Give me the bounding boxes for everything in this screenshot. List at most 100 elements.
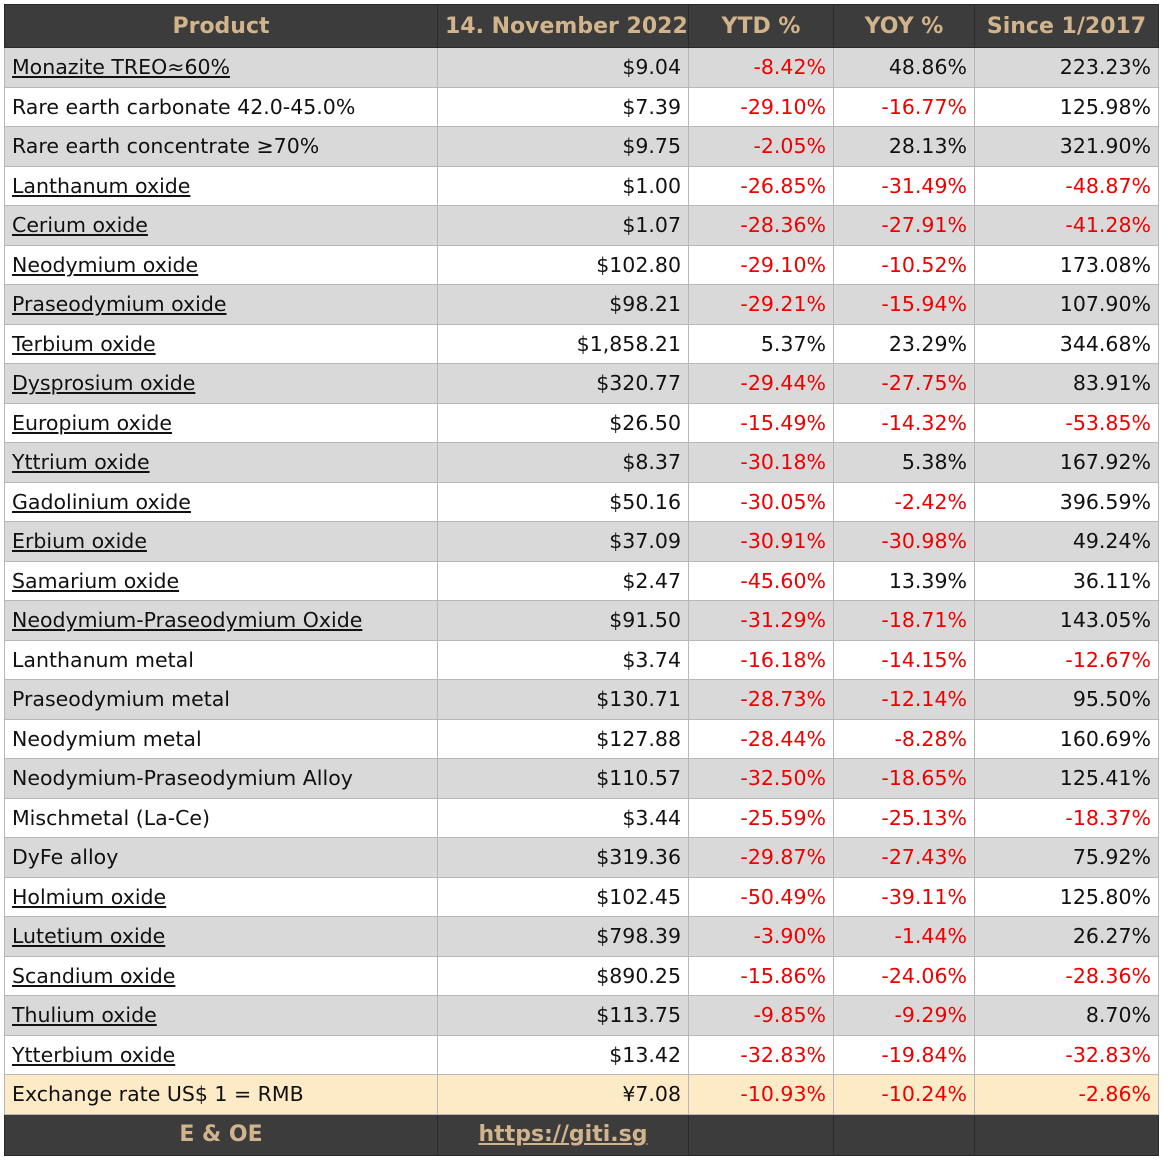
since-cell: -48.87% xyxy=(974,165,1159,206)
product-name-cell[interactable]: Monazite TREO≈60% xyxy=(4,47,438,88)
product-name-cell[interactable]: Yttrium oxide xyxy=(4,442,438,483)
price-cell: $91.50 xyxy=(437,600,689,641)
product-link[interactable]: Europium oxide xyxy=(12,410,173,435)
product-link[interactable]: Neodymium oxide xyxy=(12,252,199,277)
price-cell: $9.04 xyxy=(437,47,689,88)
yoy-cell: -14.15% xyxy=(833,639,975,680)
since-cell: -28.36% xyxy=(974,955,1159,996)
yoy-cell: -2.42% xyxy=(833,481,975,522)
product-link[interactable]: Praseodymium oxide xyxy=(12,292,227,317)
since-cell: -41.28% xyxy=(974,205,1159,246)
ytd-cell: -29.87% xyxy=(688,837,834,878)
table-row: Monazite TREO≈60% $9.04 -8.42% 48.86% 223.23… xyxy=(4,47,1159,88)
table-row: Lutetium oxide $798.39 -3.90% -1.44% 26.27% xyxy=(4,916,1159,957)
product-link[interactable]: Scandium oxide xyxy=(12,963,176,988)
yoy-cell: -10.24% xyxy=(833,1074,975,1115)
table-row: Samarium oxide $2.47 -45.60% 13.39% 36.11% xyxy=(4,560,1159,601)
table-row: Neodymium-Praseodymium Oxide $91.50 -31.29… xyxy=(4,600,1159,641)
price-cell: $7.39 xyxy=(437,86,689,127)
product-name-cell[interactable]: Neodymium-Praseodymium Oxide xyxy=(4,600,438,641)
product-name-cell[interactable]: Cerium oxide xyxy=(4,205,438,246)
product-link[interactable]: Lutetium oxide xyxy=(12,924,166,949)
yoy-cell: -27.91% xyxy=(833,205,975,246)
product-name-cell: Exchange rate US$ 1 = RMB xyxy=(4,1074,438,1115)
table-row: Mischmetal (La-Ce) $3.44 -25.59% -25.13% -18… xyxy=(4,797,1159,838)
price-cell: $102.80 xyxy=(437,244,689,285)
product-name-cell: Praseodymium metal xyxy=(4,679,438,720)
product-link[interactable]: Cerium oxide xyxy=(12,213,148,238)
product-link[interactable]: Neodymium-Praseodymium Oxide xyxy=(12,608,363,633)
ytd-cell: -30.18% xyxy=(688,442,834,483)
price-cell: $26.50 xyxy=(437,402,689,443)
since-cell: 167.92% xyxy=(974,442,1159,483)
yoy-cell: -8.28% xyxy=(833,718,975,759)
since-cell: 49.24% xyxy=(974,521,1159,562)
product-link[interactable]: Monazite TREO≈60% xyxy=(12,55,231,80)
price-cell: ¥7.08 xyxy=(437,1074,689,1115)
since-cell: 125.41% xyxy=(974,758,1159,799)
yoy-cell: -24.06% xyxy=(833,955,975,996)
product-name-cell[interactable]: Ytterbium oxide xyxy=(4,1034,438,1075)
price-cell: $320.77 xyxy=(437,363,689,404)
ytd-cell: -29.10% xyxy=(688,244,834,285)
product-name: Mischmetal (La-Ce) xyxy=(12,805,211,830)
product-link[interactable]: Ytterbium oxide xyxy=(12,1042,176,1067)
footer-link-cell[interactable]: https://giti.sg xyxy=(437,1113,689,1156)
header-product: Product xyxy=(4,4,438,48)
yoy-cell: -31.49% xyxy=(833,165,975,206)
table-row: Rare earth carbonate 42.0-45.0% $7.39 -29.… xyxy=(4,86,1159,127)
table-body: Monazite TREO≈60% $9.04 -8.42% 48.86% 223.23… xyxy=(4,47,1159,1115)
price-cell: $319.36 xyxy=(437,837,689,878)
product-link[interactable]: Yttrium oxide xyxy=(12,450,150,475)
product-name-cell[interactable]: Erbium oxide xyxy=(4,521,438,562)
price-cell: $8.37 xyxy=(437,442,689,483)
product-name-cell[interactable]: Terbium oxide xyxy=(4,323,438,364)
yoy-cell: -18.71% xyxy=(833,600,975,641)
since-cell: -53.85% xyxy=(974,402,1159,443)
yoy-cell: -14.32% xyxy=(833,402,975,443)
product-name-cell[interactable]: Samarium oxide xyxy=(4,560,438,601)
product-name-cell[interactable]: Neodymium oxide xyxy=(4,244,438,285)
price-cell: $110.57 xyxy=(437,758,689,799)
product-name-cell[interactable]: Lanthanum oxide xyxy=(4,165,438,206)
yoy-cell: -10.52% xyxy=(833,244,975,285)
since-cell: 125.80% xyxy=(974,876,1159,917)
yoy-cell: 5.38% xyxy=(833,442,975,483)
ytd-cell: -2.05% xyxy=(688,126,834,167)
product-link[interactable]: Holmium oxide xyxy=(12,884,167,909)
yoy-cell: -12.14% xyxy=(833,679,975,720)
product-link[interactable]: Erbium oxide xyxy=(12,529,147,554)
product-link[interactable]: Thulium oxide xyxy=(12,1003,157,1028)
product-name-cell[interactable]: Europium oxide xyxy=(4,402,438,443)
header-yoy: YOY % xyxy=(833,4,975,48)
product-link[interactable]: Gadolinium oxide xyxy=(12,489,191,514)
ytd-cell: -9.85% xyxy=(688,995,834,1036)
product-name-cell[interactable]: Scandium oxide xyxy=(4,955,438,996)
table-row: Neodymium metal $127.88 -28.44% -8.28% 160.6… xyxy=(4,718,1159,759)
product-name-cell[interactable]: Holmium oxide xyxy=(4,876,438,917)
product-name-cell[interactable]: Gadolinium oxide xyxy=(4,481,438,522)
price-cell: $798.39 xyxy=(437,916,689,957)
giti-link[interactable]: https://giti.sg xyxy=(478,1122,648,1147)
price-cell: $102.45 xyxy=(437,876,689,917)
product-name-cell[interactable]: Thulium oxide xyxy=(4,995,438,1036)
product-name-cell[interactable]: Lutetium oxide xyxy=(4,916,438,957)
since-cell: -12.67% xyxy=(974,639,1159,680)
product-link[interactable]: Lanthanum oxide xyxy=(12,173,191,198)
table-row: Neodymium oxide $102.80 -29.10% -10.52% 173.… xyxy=(4,244,1159,285)
yoy-cell: 28.13% xyxy=(833,126,975,167)
product-link[interactable]: Terbium oxide xyxy=(12,331,156,356)
table-row: Gadolinium oxide $50.16 -30.05% -2.42% 396.5… xyxy=(4,481,1159,522)
ytd-cell: -29.21% xyxy=(688,284,834,325)
product-name-cell[interactable]: Dysprosium oxide xyxy=(4,363,438,404)
price-cell: $3.74 xyxy=(437,639,689,680)
yoy-cell: -9.29% xyxy=(833,995,975,1036)
product-link[interactable]: Dysprosium oxide xyxy=(12,371,196,396)
price-cell: $3.44 xyxy=(437,797,689,838)
product-link[interactable]: Samarium oxide xyxy=(12,568,180,593)
footer-empty xyxy=(688,1113,834,1156)
table-row: Scandium oxide $890.25 -15.86% -24.06% -28.3… xyxy=(4,955,1159,996)
product-name-cell[interactable]: Praseodymium oxide xyxy=(4,284,438,325)
product-name-cell: Neodymium-Praseodymium Alloy xyxy=(4,758,438,799)
ytd-cell: -16.18% xyxy=(688,639,834,680)
